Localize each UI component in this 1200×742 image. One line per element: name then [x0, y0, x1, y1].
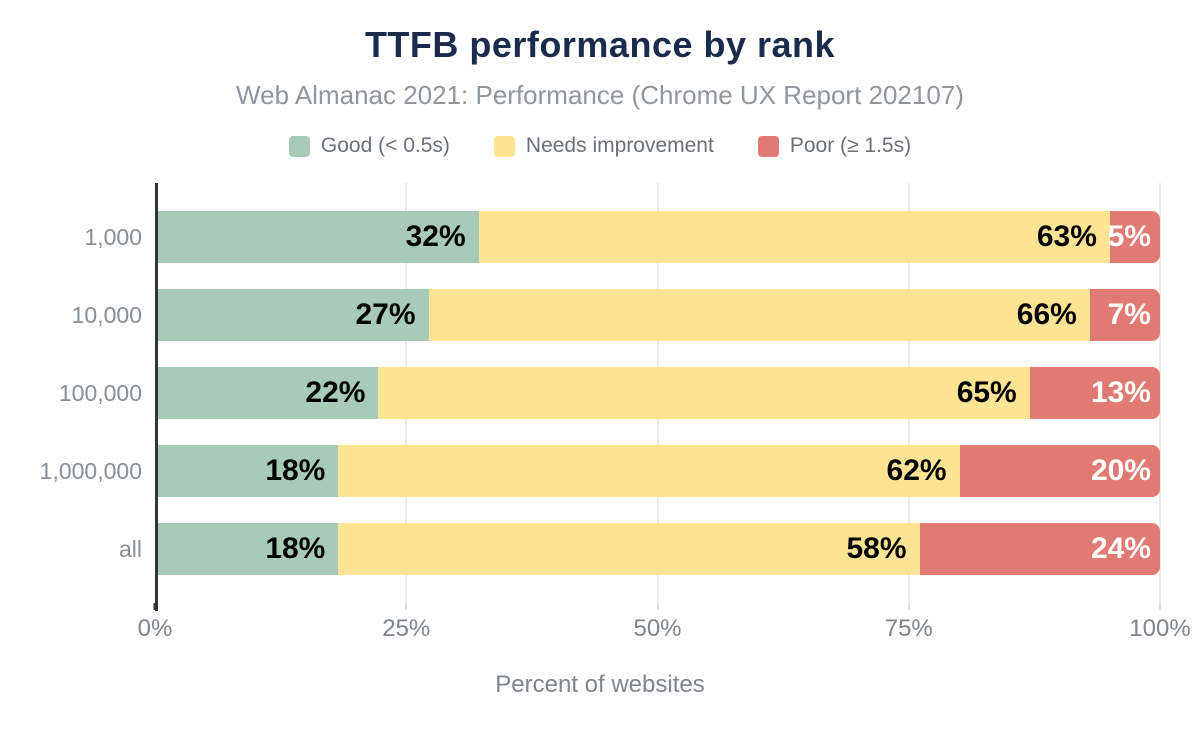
legend-swatch: [757, 135, 779, 157]
bar-segment: 5%: [1107, 211, 1160, 263]
gridline: [1159, 183, 1161, 603]
stacked-bar: 18% 58% 24%: [158, 523, 1160, 575]
segment-value-label: 63%: [1036, 220, 1097, 253]
bar-segment: 65%: [378, 367, 1030, 419]
legend-item: Needs improvement: [493, 134, 714, 158]
legend-item: Good (< 0.5s): [288, 134, 450, 158]
stacked-bar: 27% 66% 7%: [158, 289, 1160, 341]
bar-row: 1,000,000 18% 62% 20%: [0, 445, 1160, 497]
bar-row: all 18% 58% 24%: [0, 523, 1160, 575]
x-axis-tick: [153, 603, 157, 610]
x-axis-tick: [1159, 603, 1161, 610]
bar-segment: 66%: [428, 289, 1090, 341]
legend-label: Needs improvement: [525, 134, 714, 157]
chart-subtitle: Web Almanac 2021: Performance (Chrome UX…: [236, 80, 964, 110]
y-axis-label: 10,000: [71, 301, 142, 328]
x-axis-tick: [907, 603, 910, 610]
segment-value-label: 62%: [886, 454, 947, 487]
bar-segment: 20%: [959, 445, 1160, 497]
chart-title: TTFB performance by rank: [364, 24, 836, 65]
x-axis-tick-label: 100%: [1129, 615, 1191, 642]
x-axis-tick-label: 50%: [633, 615, 682, 642]
bar-rows: 1,000 32% 63% 5% 10,000 27% 66% 7% 100,000 22% 65%…: [0, 183, 1160, 603]
legend-swatch: [493, 135, 515, 157]
bar-segment: 22%: [158, 367, 379, 419]
bar-row: 10,000 27% 66% 7%: [0, 289, 1160, 341]
stacked-bar: 18% 62% 20%: [158, 445, 1160, 497]
segment-value-label: 18%: [265, 532, 326, 565]
bar-segment: 62%: [338, 445, 960, 497]
bar-row: 100,000 22% 65% 13%: [0, 367, 1160, 419]
segment-value-label: 66%: [1016, 298, 1077, 331]
bar-segment: 27%: [158, 289, 429, 341]
y-axis-label: 100,000: [58, 379, 142, 406]
segment-value-label: 65%: [956, 376, 1017, 409]
segment-value-label: 24%: [1090, 532, 1151, 565]
bar-segment: 32%: [158, 211, 479, 263]
segment-value-label: 22%: [305, 376, 366, 409]
segment-value-label: 13%: [1090, 376, 1151, 409]
bar-segment: 58%: [338, 523, 920, 575]
bar-row: 1,000 32% 63% 5%: [0, 211, 1160, 263]
segment-value-label: 32%: [405, 220, 466, 253]
y-axis-label: 1,000: [84, 223, 142, 250]
segment-value-label: 27%: [355, 298, 416, 331]
legend-label: Good (< 0.5s): [320, 134, 450, 157]
segment-value-label: 58%: [846, 532, 907, 565]
bar-segment: 7%: [1089, 289, 1160, 341]
bar-segment: 18%: [158, 523, 339, 575]
x-axis-tick-label: 0%: [137, 615, 173, 642]
legend-swatch: [288, 135, 310, 157]
stacked-bar: 32% 63% 5%: [158, 211, 1160, 263]
legend: Good (< 0.5s) Needs improvement Poor (≥ 1.…: [0, 131, 1200, 161]
stacked-bar: 22% 65% 13%: [158, 367, 1160, 419]
y-axis-line: [155, 183, 158, 611]
segment-value-label: 18%: [265, 454, 326, 487]
y-axis-label: all: [118, 535, 142, 562]
segment-value-label: 20%: [1090, 454, 1151, 487]
segment-value-label: 7%: [1107, 298, 1151, 331]
legend-label: Poor (≥ 1.5s): [789, 134, 912, 157]
segment-value-label: 5%: [1107, 220, 1151, 253]
x-axis-tick-label: 75%: [884, 615, 933, 642]
bar-segment: 24%: [919, 523, 1160, 575]
x-axis-tick: [405, 603, 408, 610]
x-axis: 0% 25% 50% 75% 100%: [138, 603, 1191, 647]
chart-area: 1,000 32% 63% 5% 10,000 27% 66% 7% 100,000 22% 65%…: [0, 183, 1161, 611]
x-axis-title: Percent of websites: [495, 671, 705, 698]
legend-item: Poor (≥ 1.5s): [757, 134, 912, 158]
x-axis-tick: [656, 603, 659, 610]
y-axis-label: 1,000,000: [39, 457, 142, 484]
bar-segment: 13%: [1029, 367, 1160, 419]
bar-segment: 18%: [158, 445, 339, 497]
x-axis-tick-label: 25%: [382, 615, 431, 642]
bar-segment: 63%: [478, 211, 1110, 263]
